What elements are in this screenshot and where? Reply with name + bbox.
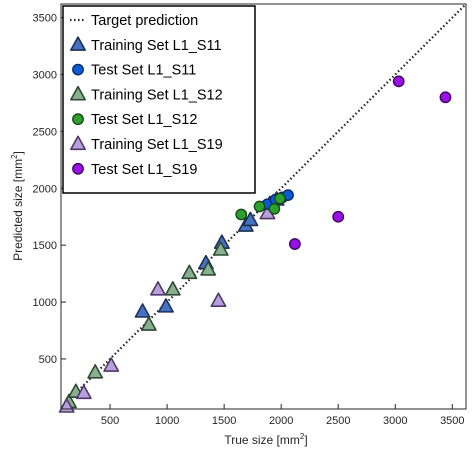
test-set-l1-s19-point-3 [439,91,452,104]
y-tick-label-1000: 1000 [33,297,57,309]
training-set-l1-s19-point-3 [150,281,166,296]
x-tick-label-2000: 2000 [269,415,293,427]
legend-label-test-set-l1-s19: Test Set L1_S19 [91,162,197,178]
legend-label-test-set-l1-s11: Test Set L1_S11 [91,63,196,79]
training-set-l1-s11-point-0 [134,303,151,318]
legend: Target prediction Training Set L1_S11 Test… [62,5,256,194]
legend-label-test-set-l1-s12: Test Set L1_S12 [91,112,197,128]
test-set-l1-s12-point-2 [268,202,281,215]
x-tick-label-500: 500 [101,415,119,427]
x-axis-ticks: 500 1000 1500 2000 2500 3000 3500 [101,404,465,427]
training-set-l1-s12-point-4 [164,281,181,296]
legend-label-training-set-l1-s12: Training Set L1_S12 [91,87,223,103]
test-set-l1-s12-point-0 [235,208,248,221]
y-axis-label: Predicted size [mm2] [10,151,25,261]
test-set-l1-s12-point-1 [253,200,266,213]
test-set-l1-s19-point-2 [392,75,405,88]
y-tick-label-3000: 3000 [33,70,57,82]
legend-swatch-test-set-l1-s12 [72,113,84,126]
training-set-l1-s19-point-2 [103,357,120,372]
y-tick-label-500: 500 [39,354,57,366]
legend-swatch-training-set-l1-s19 [70,135,86,151]
training-set-l1-s11-point-1 [158,298,174,313]
training-set-l1-s12-point-7 [212,241,229,256]
target-prediction-line [60,3,467,409]
x-tick-label-2500: 2500 [326,415,350,427]
training-set-l1-s12-point-5 [181,264,198,280]
legend-swatch-training-set-l1-s12 [70,85,86,101]
markers-layer [58,75,452,413]
legend-label-training-set-l1-s11: Training Set L1_S11 [91,38,222,54]
legend-label-training-set-l1-s19: Training Set L1_S19 [91,137,223,153]
y-tick-label-2500: 2500 [33,126,57,138]
test-set-l1-s12-point-3 [274,192,286,205]
legend-box [62,5,256,194]
training-set-l1-s12-point-6 [200,261,217,276]
training-set-l1-s19-point-1 [75,384,92,400]
y-tick-label-3500: 3500 [33,13,57,25]
y-axis-ticks: 500 1000 1500 2000 2500 3000 3500 [33,13,66,366]
y-tick-label-2000: 2000 [33,183,57,195]
x-tick-label-3000: 3000 [383,415,407,427]
x-tick-label-3500: 3500 [440,415,464,427]
training-set-l1-s12-point-2 [87,364,104,379]
training-set-l1-s19-point-4 [210,292,227,307]
plot-area-frame [60,3,467,410]
y-tick-label-1500: 1500 [33,240,57,252]
x-tick-label-1500: 1500 [212,415,236,427]
test-set-l1-s19-point-0 [288,238,301,250]
legend-label-target-prediction: Target prediction [91,13,198,29]
x-tick-label-1000: 1000 [155,415,179,427]
training-set-l1-s11-point-5 [242,211,259,227]
x-axis-label: True size [mm2] [224,432,307,447]
legend-swatch-test-set-l1-s19 [72,162,84,175]
legend-swatch-test-set-l1-s11 [72,63,84,76]
training-set-l1-s12-point-3 [140,316,157,331]
legend-swatch-training-set-l1-s11 [70,36,86,51]
test-set-l1-s19-point-1 [332,210,345,223]
